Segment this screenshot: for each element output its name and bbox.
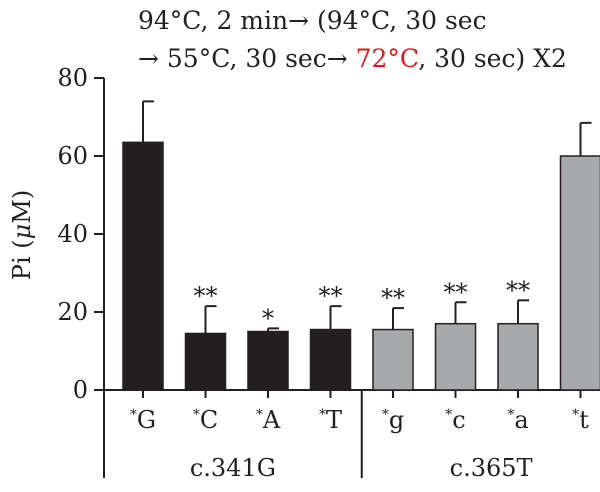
group-label: c.341G: [190, 454, 276, 482]
x-tick-label: *C: [193, 406, 218, 434]
y-axis-label-end: M): [8, 190, 36, 224]
x-tick-label-base: A: [262, 406, 281, 434]
chart-title: 94°C, 2 min→ (94°C, 30 sec → 55°C, 30 se…: [138, 2, 598, 78]
x-tick-label-star: *: [445, 407, 452, 423]
y-tick-label: 20: [57, 298, 88, 326]
bar-A: [247, 330, 289, 391]
title-line-2: → 55°C, 30 sec→ 72°C, 30 sec) X2: [138, 40, 598, 78]
bar-T: [309, 328, 352, 391]
x-tick-label: *g: [382, 406, 404, 434]
bar-g: [372, 328, 414, 391]
bar-t: [559, 155, 600, 391]
title-line-2-end: , 30 sec) X2: [418, 44, 567, 73]
x-tick-label-star: *: [572, 407, 579, 423]
x-tick-label: *A: [256, 406, 281, 434]
group-label: c.365T: [450, 454, 533, 482]
significance-label: **: [319, 282, 343, 310]
x-tick-label-base: a: [514, 406, 528, 434]
x-tick-label: *t: [572, 406, 589, 434]
bar-c: [434, 322, 477, 391]
x-tick-label-star: *: [507, 407, 514, 423]
x-tick-label: *c: [445, 406, 465, 434]
x-tick-label-base: t: [579, 406, 589, 434]
significance-label: **: [506, 276, 530, 304]
y-axis-label-mu: μ: [8, 224, 36, 240]
bar-G: [122, 141, 164, 391]
title-line-1: 94°C, 2 min→ (94°C, 30 sec: [138, 6, 487, 35]
title-line-2-start: → 55°C, 30 sec→: [138, 44, 356, 73]
x-tick-label-base: c: [452, 406, 465, 434]
significance-label: **: [444, 278, 468, 306]
y-tick-label: 0: [73, 376, 88, 404]
x-tick-label-base: C: [200, 406, 218, 434]
y-axis-label: Pi (μM): [8, 190, 36, 280]
x-tick-label-star: *: [382, 407, 389, 423]
x-tick-label-star: *: [193, 407, 200, 423]
bar-C: [184, 332, 227, 391]
x-tick-label-star: *: [130, 407, 137, 423]
x-tick-label: *T: [319, 406, 342, 434]
x-tick-label-base: g: [389, 406, 404, 434]
title-highlight-temperature: 72°C: [355, 44, 419, 73]
y-tick-label: 60: [57, 142, 88, 170]
y-axis-label-start: Pi (: [8, 239, 36, 280]
x-tick-label-star: *: [256, 407, 263, 423]
significance-label: **: [194, 282, 218, 310]
x-tick-label-base: T: [326, 406, 342, 434]
x-tick-label-star: *: [319, 407, 326, 423]
x-tick-label: *G: [130, 406, 156, 434]
bars: [122, 100, 600, 391]
x-tick-label-base: G: [137, 406, 156, 434]
y-tick-label: 40: [57, 220, 88, 248]
bar-a: [497, 322, 539, 391]
significance-label: **: [381, 284, 405, 312]
y-tick-label: 80: [57, 64, 88, 92]
x-tick-label: *a: [507, 406, 528, 434]
significance-label: *: [262, 304, 274, 332]
